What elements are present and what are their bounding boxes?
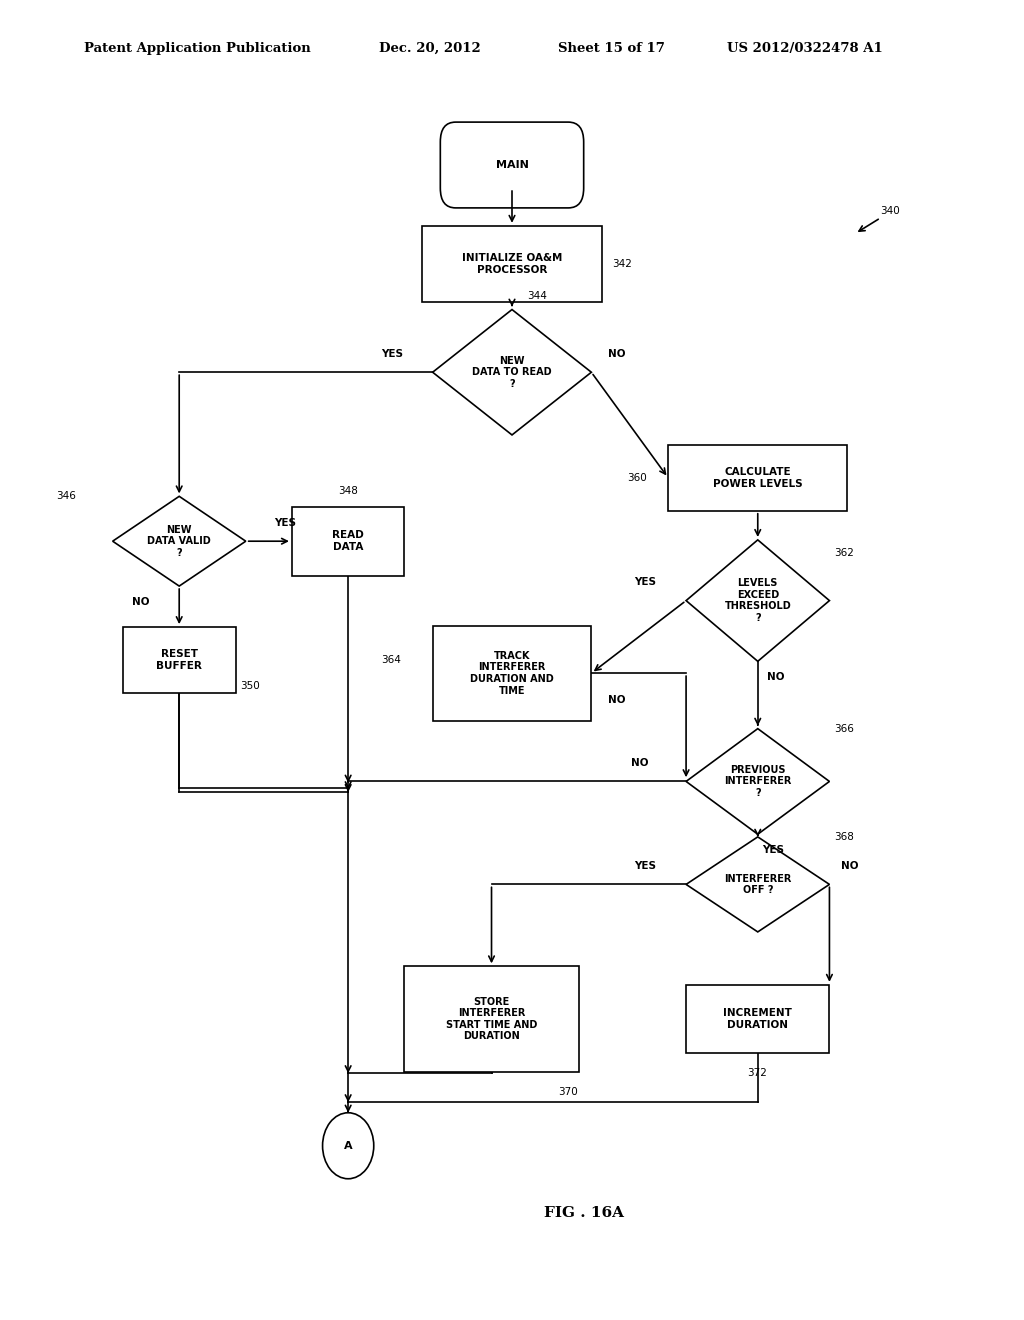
Text: 340: 340: [881, 206, 900, 216]
Text: YES: YES: [634, 861, 656, 871]
Polygon shape: [113, 496, 246, 586]
Text: INITIALIZE OA&M
PROCESSOR: INITIALIZE OA&M PROCESSOR: [462, 253, 562, 275]
Text: LEVELS
EXCEED
THRESHOLD
?: LEVELS EXCEED THRESHOLD ?: [724, 578, 792, 623]
Text: YES: YES: [762, 845, 784, 855]
Text: 348: 348: [338, 486, 357, 496]
Polygon shape: [686, 729, 829, 834]
Text: Dec. 20, 2012: Dec. 20, 2012: [379, 42, 480, 55]
Text: NO: NO: [608, 694, 626, 705]
Text: INCREMENT
DURATION: INCREMENT DURATION: [723, 1008, 793, 1030]
Text: INTERFERER
OFF ?: INTERFERER OFF ?: [724, 874, 792, 895]
Text: NEW
DATA TO READ
?: NEW DATA TO READ ?: [472, 355, 552, 389]
Text: PREVIOUS
INTERFERER
?: PREVIOUS INTERFERER ?: [724, 764, 792, 799]
Text: CALCULATE
POWER LEVELS: CALCULATE POWER LEVELS: [713, 467, 803, 488]
Bar: [432, 626, 592, 721]
Text: 362: 362: [835, 548, 854, 558]
Text: YES: YES: [273, 517, 296, 528]
Text: NO: NO: [841, 861, 859, 871]
Text: 344: 344: [527, 292, 547, 301]
Text: READ
DATA: READ DATA: [332, 531, 365, 552]
Text: MAIN: MAIN: [496, 160, 528, 170]
FancyBboxPatch shape: [440, 123, 584, 207]
Bar: [123, 627, 236, 693]
Text: 350: 350: [241, 681, 260, 692]
Bar: [686, 985, 829, 1053]
Bar: [404, 966, 579, 1072]
Text: RESET
BUFFER: RESET BUFFER: [157, 649, 202, 671]
Text: YES: YES: [381, 348, 402, 359]
Text: US 2012/0322478 A1: US 2012/0322478 A1: [727, 42, 883, 55]
Bar: [422, 226, 601, 302]
Text: NO: NO: [631, 758, 649, 768]
Circle shape: [323, 1113, 374, 1179]
Text: NO: NO: [767, 672, 785, 682]
Text: YES: YES: [634, 577, 656, 587]
Text: TRACK
INTERFERER
DURATION AND
TIME: TRACK INTERFERER DURATION AND TIME: [470, 651, 554, 696]
Text: Sheet 15 of 17: Sheet 15 of 17: [558, 42, 665, 55]
Polygon shape: [686, 540, 829, 661]
Text: A: A: [344, 1140, 352, 1151]
Text: NEW
DATA VALID
?: NEW DATA VALID ?: [147, 524, 211, 558]
Text: NO: NO: [131, 597, 150, 607]
Bar: [292, 507, 404, 576]
Text: 346: 346: [56, 491, 76, 502]
Text: 368: 368: [835, 832, 854, 842]
Bar: [668, 445, 847, 511]
Text: 342: 342: [612, 259, 632, 269]
Text: NO: NO: [608, 348, 626, 359]
Text: 360: 360: [627, 473, 647, 483]
Polygon shape: [432, 310, 592, 436]
Text: 372: 372: [748, 1068, 767, 1078]
Text: 366: 366: [835, 723, 854, 734]
Text: 364: 364: [381, 655, 401, 665]
Polygon shape: [686, 837, 829, 932]
Text: Patent Application Publication: Patent Application Publication: [84, 42, 310, 55]
Text: FIG . 16A: FIG . 16A: [544, 1206, 624, 1220]
Text: STORE
INTERFERER
START TIME AND
DURATION: STORE INTERFERER START TIME AND DURATION: [445, 997, 538, 1041]
Text: 370: 370: [558, 1086, 578, 1097]
